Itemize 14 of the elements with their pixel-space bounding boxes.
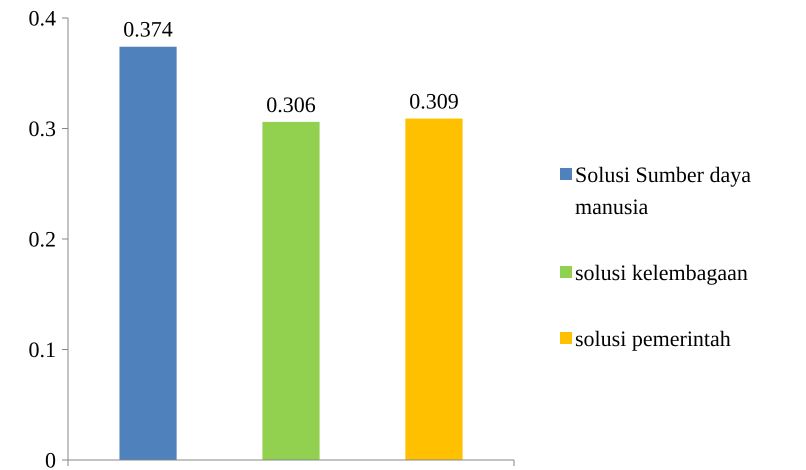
y-tick-label: 0.3 <box>28 116 56 142</box>
legend-label: solusi pemerintah <box>575 326 731 351</box>
bar <box>262 122 320 460</box>
data-label: 0.309 <box>409 88 459 114</box>
y-tick-label: 0.1 <box>28 337 56 362</box>
bar <box>119 46 177 460</box>
y-tick-label: 0.2 <box>28 226 56 252</box>
data-label: 0.374 <box>123 16 173 42</box>
legend-label: Solusi Sumber daya manusia <box>575 162 752 219</box>
y-tick-label: 0 <box>45 448 56 470</box>
data-label: 0.306 <box>266 92 316 117</box>
y-tick-label: 0.4 <box>28 6 56 31</box>
legend-label: solusi kelembagaan <box>575 260 748 285</box>
bar <box>405 118 463 460</box>
